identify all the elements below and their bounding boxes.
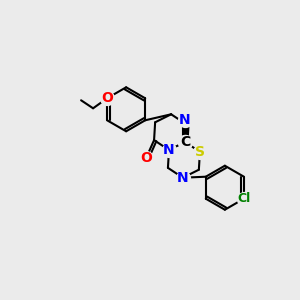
Text: S: S <box>195 145 205 159</box>
Text: O: O <box>101 91 113 105</box>
Text: C: C <box>180 135 190 149</box>
Text: N: N <box>177 171 189 185</box>
Text: N: N <box>179 113 191 127</box>
Text: N: N <box>163 143 175 157</box>
Text: O: O <box>140 151 152 165</box>
Text: Cl: Cl <box>237 192 250 205</box>
